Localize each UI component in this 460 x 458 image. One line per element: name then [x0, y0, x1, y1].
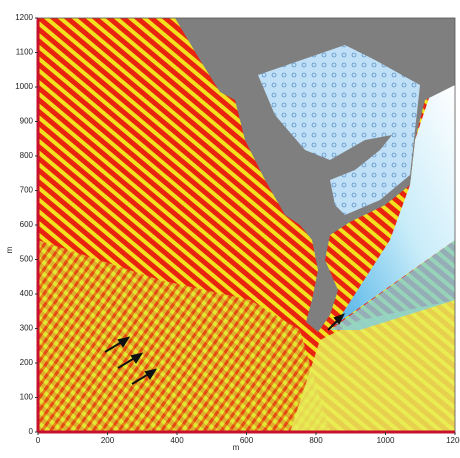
y-tick-label: 600: [20, 220, 34, 229]
x-tick-label: 400: [170, 436, 184, 445]
y-tick-label: 700: [20, 186, 34, 195]
x-tick-label: 0: [36, 436, 41, 445]
page: {"chart_data": {"type": "heatmap", "x_la…: [0, 0, 460, 453]
y-tick-label: 1200: [15, 13, 33, 22]
y-tick-label: 1100: [16, 48, 34, 57]
y-tick-label: 300: [20, 324, 34, 333]
x-tick-label: 200: [101, 436, 115, 445]
y-tick-label: 0: [29, 427, 34, 436]
y-tick-label: 900: [20, 117, 34, 126]
y-tick-label: 100: [20, 393, 34, 402]
chart: m m 0 200 400 600 800 1000 1200 0 100 200 300 400 50…: [0, 0, 460, 453]
y-axis-label: m: [5, 246, 14, 253]
x-tick-label: 1200: [446, 436, 460, 445]
y-tick-label: 500: [20, 255, 34, 264]
x-axis-label: m: [233, 443, 240, 452]
x-tick-label: 800: [309, 436, 323, 445]
x-tick-label: 1000: [377, 436, 395, 445]
y-tick-label: 800: [20, 151, 34, 160]
y-tick-label: 1000: [15, 82, 33, 91]
field: [38, 18, 455, 432]
y-tick-label: 400: [20, 289, 34, 298]
x-tick-label: 600: [240, 436, 254, 445]
y-tick-label: 200: [20, 358, 34, 367]
